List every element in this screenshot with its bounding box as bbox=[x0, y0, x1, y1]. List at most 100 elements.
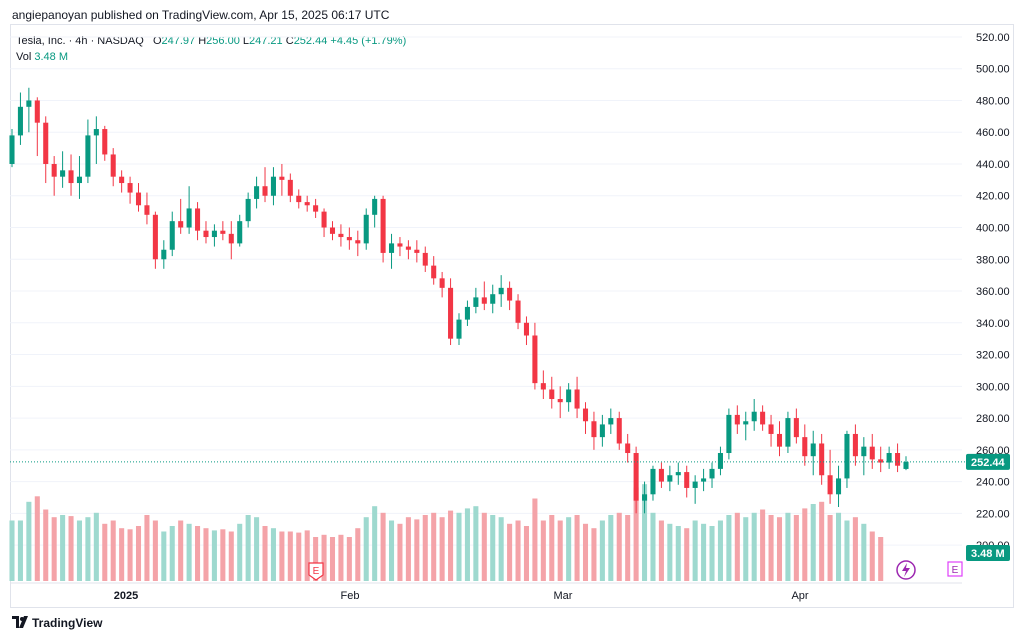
candle-body bbox=[237, 221, 243, 244]
earnings-event-marker[interactable]: E bbox=[308, 562, 324, 581]
candle-body bbox=[211, 230, 217, 238]
candle-body bbox=[439, 278, 445, 288]
change-value: +4.45 (+1.79%) bbox=[330, 35, 407, 47]
candle-body bbox=[625, 443, 631, 454]
high-label: H bbox=[198, 35, 207, 47]
volume-bar bbox=[650, 512, 656, 581]
candle-body bbox=[338, 233, 344, 238]
candle-body bbox=[414, 249, 420, 253]
candle-body bbox=[110, 154, 116, 177]
volume-bar bbox=[768, 515, 774, 581]
volume-bar bbox=[540, 520, 546, 581]
price-tick-label: 480.00 bbox=[976, 95, 1010, 107]
volume-bar bbox=[793, 515, 799, 581]
volume-bar bbox=[819, 501, 825, 581]
candle-body bbox=[60, 170, 66, 177]
volume-bar bbox=[549, 515, 555, 581]
volume-bar bbox=[363, 517, 369, 581]
earnings-event-label: E bbox=[313, 566, 320, 577]
volume-bar bbox=[776, 517, 783, 581]
candle-body bbox=[566, 389, 572, 403]
time-tick-label: Feb bbox=[341, 590, 360, 602]
candle-body bbox=[608, 418, 614, 425]
volume-bar bbox=[127, 529, 133, 581]
candle-body bbox=[684, 472, 690, 488]
candle-body bbox=[68, 170, 74, 184]
price-tick-label: 340.00 bbox=[976, 318, 1010, 330]
candle-body bbox=[717, 453, 723, 469]
candle-body bbox=[869, 446, 875, 460]
candle-body bbox=[852, 433, 858, 457]
candle-body bbox=[76, 176, 83, 184]
candle-body bbox=[102, 129, 108, 155]
price-tick-label: 280.00 bbox=[976, 413, 1010, 425]
volume-bar bbox=[633, 487, 639, 581]
candle-body bbox=[810, 443, 816, 457]
candle-body bbox=[169, 221, 175, 250]
volume-badge bbox=[966, 545, 1010, 561]
candle-body bbox=[760, 411, 766, 425]
lightning-icon[interactable] bbox=[896, 560, 916, 580]
price-tick-label: 380.00 bbox=[976, 254, 1010, 266]
volume-bar bbox=[152, 520, 158, 581]
volume-bar bbox=[119, 528, 125, 581]
candles bbox=[9, 87, 909, 514]
volume-bar bbox=[245, 515, 251, 581]
volume-bar bbox=[616, 512, 622, 581]
upcoming-earnings-marker[interactable]: E bbox=[947, 561, 963, 577]
price-tick-label: 360.00 bbox=[976, 286, 1010, 298]
volume-bar bbox=[304, 530, 310, 581]
symbol-label[interactable]: Tesla, Inc. · 4h · NASDAQ bbox=[16, 35, 144, 47]
volume-bar bbox=[566, 517, 572, 581]
volume-bar bbox=[313, 537, 319, 581]
volume-bar bbox=[473, 506, 479, 581]
time-tick-label: Mar bbox=[554, 590, 573, 602]
price-tick-label: 420.00 bbox=[976, 191, 1010, 203]
volume-bar bbox=[51, 517, 57, 581]
candle-body bbox=[195, 208, 201, 231]
candle-body bbox=[422, 252, 428, 266]
candle-body bbox=[557, 399, 563, 403]
volume-bar bbox=[481, 512, 487, 581]
volume-bar bbox=[658, 520, 664, 581]
open-value: 247.97 bbox=[161, 35, 196, 47]
candle-body bbox=[397, 243, 403, 247]
candle-body bbox=[93, 129, 99, 136]
volume-bar bbox=[346, 537, 352, 581]
candle-body bbox=[346, 237, 352, 241]
volume-bar bbox=[464, 508, 470, 581]
candle-body bbox=[591, 421, 597, 438]
candle-body bbox=[405, 246, 411, 250]
candle-body bbox=[835, 478, 842, 495]
candle-body bbox=[540, 383, 546, 390]
volume-bar bbox=[684, 528, 690, 581]
volume-bar bbox=[321, 534, 327, 581]
volume-bar bbox=[582, 523, 589, 581]
candle-body bbox=[642, 494, 648, 501]
candle-body bbox=[161, 249, 167, 260]
volume-bar bbox=[701, 523, 707, 581]
candle-body bbox=[743, 421, 749, 425]
time-tick-label: Apr bbox=[791, 590, 808, 602]
volume-bar bbox=[743, 517, 749, 581]
price-tick-label: 300.00 bbox=[976, 381, 1010, 393]
volume-bar bbox=[329, 537, 336, 581]
volume-bar bbox=[515, 520, 521, 581]
chart-frame bbox=[10, 24, 1014, 608]
volume-bar bbox=[861, 523, 867, 581]
price-tick-label: 220.00 bbox=[976, 508, 1010, 520]
volume-bar bbox=[76, 520, 83, 581]
candle-body bbox=[523, 322, 530, 336]
candle-body bbox=[633, 453, 639, 501]
candle-body bbox=[127, 183, 133, 193]
volume-bar bbox=[532, 498, 538, 581]
candle-body bbox=[144, 205, 150, 215]
volume-bar bbox=[802, 508, 808, 581]
volume-bar bbox=[195, 526, 201, 581]
tradingview-logo[interactable]: TradingView bbox=[12, 616, 102, 631]
candle-body bbox=[17, 106, 23, 136]
volume-bar bbox=[574, 515, 580, 581]
price-tick-label: 240.00 bbox=[976, 477, 1010, 489]
volume-bar bbox=[599, 520, 605, 581]
